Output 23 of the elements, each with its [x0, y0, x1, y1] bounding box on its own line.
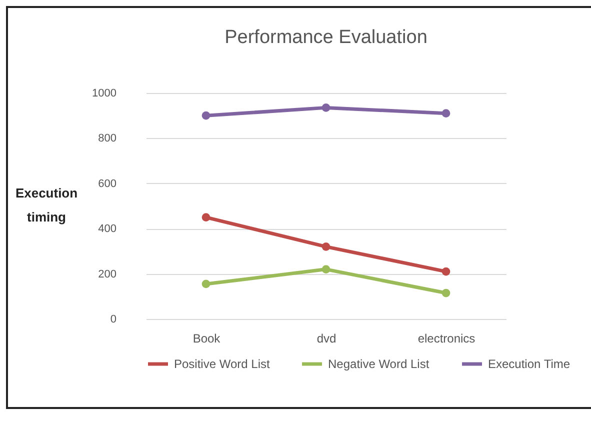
x-tick-label: Book — [192, 332, 222, 346]
y-tick-label: 200 — [98, 268, 116, 280]
y-tick-label: 400 — [98, 223, 116, 236]
legend-label: Positive Word List — [174, 357, 270, 371]
chart-title: Performance Evaluation — [224, 27, 428, 48]
legend-label: Execution Time — [488, 357, 570, 371]
y-tick-label: 1000 — [92, 88, 116, 100]
point — [322, 104, 330, 112]
point — [442, 288, 450, 298]
y-tick-label: 800 — [98, 132, 116, 145]
point — [322, 265, 330, 274]
point — [442, 267, 450, 276]
point — [202, 111, 210, 120]
y-tick-label: 600 — [98, 178, 116, 190]
point — [202, 213, 210, 222]
point — [202, 280, 210, 288]
y-tick-label: 0 — [110, 314, 116, 326]
point — [442, 109, 450, 118]
y-axis-title: Execution timing — [15, 186, 78, 224]
x-tick-label: electronics — [418, 332, 476, 346]
legend-label: Negative Word List — [328, 357, 430, 371]
x-tick-label: dvd — [316, 332, 336, 346]
point — [322, 242, 330, 251]
